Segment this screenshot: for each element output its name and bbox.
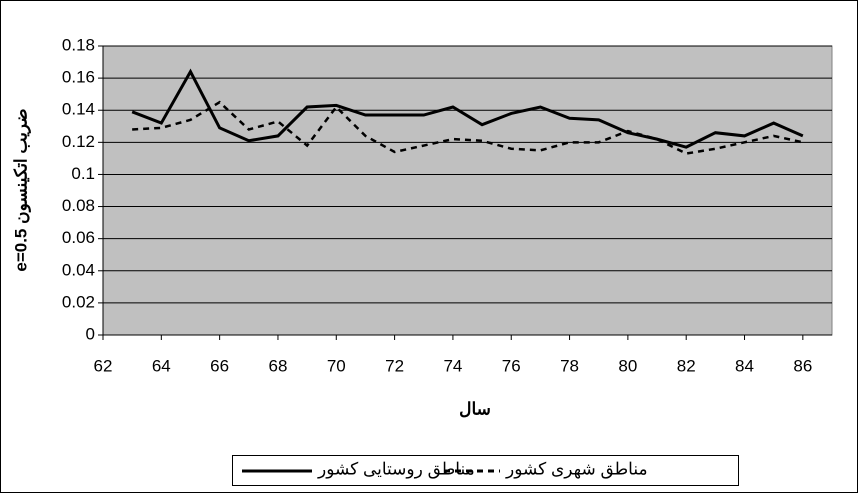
y-tick-label: 0.18 [62,35,95,54]
x-axis-label: سال [459,399,491,418]
y-tick-label: 0.1 [71,164,95,183]
y-tick-label: 0.04 [62,260,95,279]
y-tick-label: 0.12 [62,132,95,151]
x-tick-label: 76 [502,356,521,375]
x-tick-label: 78 [560,356,579,375]
x-tick-label: 64 [152,356,171,375]
y-tick-label: 0.06 [62,228,95,247]
x-tick-label: 70 [327,356,346,375]
x-tick-label: 74 [443,356,462,375]
x-tick-label: 86 [793,356,812,375]
y-tick-label: 0 [86,324,95,343]
x-tick-label: 68 [268,356,287,375]
x-tick-label: 80 [618,356,637,375]
y-tick-label: 0.08 [62,196,95,215]
legend-label: مناطق شهری کشور [505,459,648,479]
series-line [132,100,804,155]
y-tick-label: 0.02 [62,292,95,311]
legend-label: مناطق روستایی کشور [317,459,475,479]
x-tick-label: 66 [210,356,229,375]
x-tick-label: 72 [385,356,404,375]
y-axis-label: ضریب اتکینسون e=0.5 [11,108,31,271]
y-tick-label: 0.14 [62,100,95,119]
x-tick-label: 62 [94,356,113,375]
y-tick-label: 0.16 [62,68,95,87]
x-tick-label: 84 [735,356,754,375]
plot-area [102,45,833,336]
x-tick-label: 82 [677,356,696,375]
series-line [131,68,804,149]
legend-box [232,455,739,486]
